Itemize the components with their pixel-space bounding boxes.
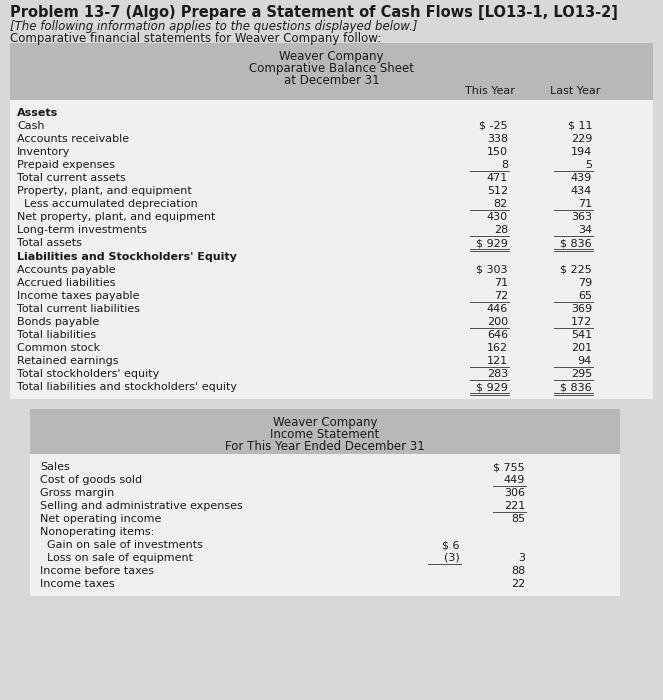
- Text: Weaver Company: Weaver Company: [279, 50, 384, 63]
- Text: Assets: Assets: [17, 108, 58, 118]
- Text: [The following information applies to the questions displayed below.]: [The following information applies to th…: [10, 20, 418, 33]
- Text: Cost of goods sold: Cost of goods sold: [40, 475, 142, 485]
- Text: 306: 306: [504, 488, 525, 498]
- Text: 430: 430: [487, 212, 508, 222]
- Text: Gain on sale of investments: Gain on sale of investments: [40, 540, 203, 550]
- Text: Income taxes payable: Income taxes payable: [17, 291, 139, 301]
- Text: 85: 85: [511, 514, 525, 524]
- Text: Net property, plant, and equipment: Net property, plant, and equipment: [17, 212, 215, 222]
- Text: 446: 446: [487, 304, 508, 314]
- Text: 200: 200: [487, 317, 508, 327]
- Text: Income taxes: Income taxes: [40, 579, 115, 589]
- Text: 449: 449: [504, 475, 525, 485]
- Text: 65: 65: [578, 291, 592, 301]
- Text: 221: 221: [504, 501, 525, 511]
- Text: This Year: This Year: [465, 86, 515, 96]
- Text: 439: 439: [571, 173, 592, 183]
- Text: Income before taxes: Income before taxes: [40, 566, 154, 576]
- Text: Total assets: Total assets: [17, 238, 82, 248]
- Text: $ 225: $ 225: [560, 265, 592, 275]
- Text: 121: 121: [487, 356, 508, 366]
- Text: Problem 13-7 (Algo) Prepare a Statement of Cash Flows [LO13-1, LO13-2]: Problem 13-7 (Algo) Prepare a Statement …: [10, 5, 618, 20]
- Text: Accounts payable: Accounts payable: [17, 265, 115, 275]
- Text: Comparative Balance Sheet: Comparative Balance Sheet: [249, 62, 414, 75]
- Text: Retained earnings: Retained earnings: [17, 356, 119, 366]
- Text: 283: 283: [487, 369, 508, 379]
- Text: 28: 28: [494, 225, 508, 235]
- Text: 646: 646: [487, 330, 508, 340]
- Text: Total stockholders' equity: Total stockholders' equity: [17, 369, 159, 379]
- Text: Income Statement: Income Statement: [271, 428, 380, 441]
- Text: at December 31: at December 31: [284, 74, 379, 87]
- Bar: [10, 100, 653, 399]
- Text: $ -25: $ -25: [479, 121, 508, 131]
- Text: Accrued liabilities: Accrued liabilities: [17, 278, 115, 288]
- Text: 338: 338: [487, 134, 508, 144]
- Text: Total liabilities and stockholders' equity: Total liabilities and stockholders' equi…: [17, 382, 237, 392]
- Text: Total liabilities: Total liabilities: [17, 330, 96, 340]
- Text: Cash: Cash: [17, 121, 44, 131]
- Text: Less accumulated depreciation: Less accumulated depreciation: [17, 199, 198, 209]
- Text: 295: 295: [571, 369, 592, 379]
- Text: Sales: Sales: [40, 462, 70, 472]
- Text: 71: 71: [578, 199, 592, 209]
- Text: 194: 194: [571, 147, 592, 157]
- Text: 82: 82: [494, 199, 508, 209]
- Text: $ 6: $ 6: [442, 540, 460, 550]
- Text: Net operating income: Net operating income: [40, 514, 161, 524]
- Text: 94: 94: [577, 356, 592, 366]
- Text: For This Year Ended December 31: For This Year Ended December 31: [225, 440, 425, 453]
- Text: Inventory: Inventory: [17, 147, 70, 157]
- Text: Nonoperating items:: Nonoperating items:: [40, 527, 154, 537]
- Text: 229: 229: [571, 134, 592, 144]
- Text: Total current assets: Total current assets: [17, 173, 126, 183]
- Text: 34: 34: [578, 225, 592, 235]
- Text: Gross margin: Gross margin: [40, 488, 114, 498]
- Text: 541: 541: [571, 330, 592, 340]
- Text: 434: 434: [571, 186, 592, 196]
- Text: 79: 79: [577, 278, 592, 288]
- Bar: [30, 409, 620, 454]
- Text: 512: 512: [487, 186, 508, 196]
- Text: (3): (3): [444, 553, 460, 563]
- Text: 201: 201: [571, 343, 592, 353]
- Text: 22: 22: [511, 579, 525, 589]
- Text: Loss on sale of equipment: Loss on sale of equipment: [40, 553, 193, 563]
- Text: 172: 172: [571, 317, 592, 327]
- Text: Comparative financial statements for Weaver Company follow:: Comparative financial statements for Wea…: [10, 32, 381, 45]
- Text: Accounts receivable: Accounts receivable: [17, 134, 129, 144]
- Text: 8: 8: [501, 160, 508, 170]
- Text: 88: 88: [511, 566, 525, 576]
- Text: 71: 71: [494, 278, 508, 288]
- Text: $ 303: $ 303: [477, 265, 508, 275]
- Text: Liabilities and Stockholders' Equity: Liabilities and Stockholders' Equity: [17, 252, 237, 262]
- Text: Prepaid expenses: Prepaid expenses: [17, 160, 115, 170]
- Text: 369: 369: [571, 304, 592, 314]
- Text: 471: 471: [487, 173, 508, 183]
- Text: 162: 162: [487, 343, 508, 353]
- Text: Total current liabilities: Total current liabilities: [17, 304, 140, 314]
- Text: Last Year: Last Year: [550, 86, 600, 96]
- Text: 3: 3: [518, 553, 525, 563]
- Text: Selling and administrative expenses: Selling and administrative expenses: [40, 501, 243, 511]
- Text: $ 836: $ 836: [560, 238, 592, 248]
- Text: 72: 72: [494, 291, 508, 301]
- Text: $ 929: $ 929: [476, 382, 508, 392]
- Text: Property, plant, and equipment: Property, plant, and equipment: [17, 186, 192, 196]
- Text: 150: 150: [487, 147, 508, 157]
- Bar: [30, 454, 620, 596]
- Text: Bonds payable: Bonds payable: [17, 317, 99, 327]
- Text: $ 755: $ 755: [493, 462, 525, 472]
- Text: 363: 363: [571, 212, 592, 222]
- Text: $ 929: $ 929: [476, 238, 508, 248]
- Text: Long-term investments: Long-term investments: [17, 225, 147, 235]
- Bar: [10, 43, 653, 100]
- Text: Weaver Company: Weaver Company: [272, 416, 377, 429]
- Text: Common stock: Common stock: [17, 343, 100, 353]
- Text: $ 11: $ 11: [568, 121, 592, 131]
- Text: $ 836: $ 836: [560, 382, 592, 392]
- Text: 5: 5: [585, 160, 592, 170]
